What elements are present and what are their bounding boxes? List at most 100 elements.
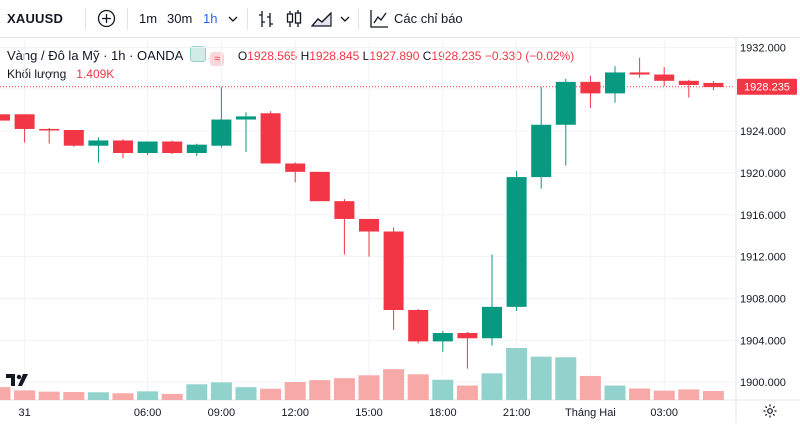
volume-label: Khối lượng <box>7 67 67 81</box>
y-tick-label: 1912.000 <box>740 252 786 264</box>
volume-bar <box>309 380 331 400</box>
area-chart-icon[interactable] <box>311 0 333 38</box>
x-tick-label: 06:00 <box>134 407 162 419</box>
candle-body <box>383 231 404 310</box>
high-value: 1928.845 <box>309 49 360 63</box>
change-value: −0.330 (−0.02%) <box>484 49 575 63</box>
symbol-label[interactable]: XAUUSD <box>7 11 64 26</box>
candle-body <box>88 140 109 146</box>
chevron-down-icon[interactable] <box>227 0 239 38</box>
ohlc-values: O1928.565 H1928.845 L1927.890 C1928.235 … <box>237 49 575 63</box>
interval-1h[interactable]: 1h <box>203 11 218 26</box>
y-tick-label: 1904.000 <box>740 335 786 347</box>
tradingview-logo-icon <box>6 372 34 388</box>
volume-bar <box>235 387 257 400</box>
volume-bar <box>432 379 454 400</box>
candle-body <box>211 119 232 146</box>
instrument-title: Vàng / Đô la Mỹ · 1h · OANDA <box>7 48 183 63</box>
volume-legend: Khối lượng 1.409K <box>7 67 114 81</box>
toolbar-divider <box>247 8 248 30</box>
price-chart[interactable]: 1900.000 1904.000 1908.000 1912.000 1916.000… <box>0 38 800 423</box>
x-tick-label: Tháng Hai <box>565 407 616 419</box>
y-tick-label: 1924.000 <box>740 126 786 138</box>
approx-badge-icon[interactable]: ≈ <box>210 52 225 66</box>
candle-body <box>408 310 429 342</box>
candle-body <box>260 113 281 164</box>
volume-bar <box>210 382 232 400</box>
volume-bar <box>629 388 651 400</box>
candles-icon[interactable] <box>285 0 303 38</box>
candle-body <box>703 82 724 88</box>
plus-circle-icon[interactable] <box>97 0 116 38</box>
candle-body <box>359 218 379 232</box>
volume-bar <box>14 390 36 400</box>
candle-body <box>555 81 576 125</box>
candle-body <box>457 333 478 339</box>
candle-body <box>137 141 158 154</box>
interval-30m[interactable]: 30m <box>167 11 193 26</box>
candle-body <box>0 114 10 121</box>
indicators-button[interactable]: Các chỉ báo <box>394 11 463 26</box>
current-price-tag <box>737 78 797 95</box>
candle-body <box>14 114 35 129</box>
candle-body <box>531 124 552 178</box>
x-tick-label: 12:00 <box>281 407 309 419</box>
candle-body <box>629 72 650 75</box>
candle-body <box>506 177 527 307</box>
y-tick-label: 1916.000 <box>740 210 786 222</box>
volume-bar <box>456 385 478 400</box>
interval-1m[interactable]: 1m <box>139 11 158 26</box>
volume-bar <box>112 393 134 400</box>
volume-bar <box>87 392 109 400</box>
candle-body <box>39 128 60 131</box>
y-tick-label: 1900.000 <box>740 377 786 389</box>
open-value: 1928.565 <box>247 49 298 63</box>
candle-body <box>580 81 601 94</box>
gear-icon[interactable] <box>762 403 778 424</box>
volume-bar <box>38 391 60 400</box>
volume-bar <box>284 382 306 400</box>
volume-bar <box>604 385 626 400</box>
candle-body <box>236 116 256 120</box>
candle-body <box>334 201 355 219</box>
toolbar-divider <box>127 8 128 30</box>
x-tick-label: 15:00 <box>355 407 383 419</box>
volume-bar <box>653 390 675 400</box>
candle-body <box>482 306 502 339</box>
candle-body <box>605 72 625 94</box>
close-value: 1928.235 <box>431 49 482 63</box>
candle-body <box>285 163 306 172</box>
volume-bar <box>161 393 183 400</box>
candle-body <box>654 74 675 81</box>
x-tick-label: 31 <box>18 407 30 419</box>
x-tick-label: 18:00 <box>429 407 457 419</box>
chart-legend: Vàng / Đô la Mỹ · 1h · OANDA ≈ O1928.565… <box>7 46 574 66</box>
toolbar-divider <box>358 8 359 30</box>
candle-body <box>678 80 699 85</box>
volume-bar <box>260 388 282 400</box>
y-tick-label: 1932.000 <box>740 42 786 54</box>
volume-bar <box>481 373 503 400</box>
candle-body <box>309 171 330 202</box>
x-tick-label: 21:00 <box>503 407 531 419</box>
dot-badge-icon[interactable] <box>190 46 207 62</box>
candle-body <box>186 144 207 154</box>
low-value: 1927.890 <box>369 49 420 63</box>
top-toolbar: XAUUSD 1m 30m 1h Các chỉ báo <box>0 0 800 38</box>
volume-bar <box>383 369 405 400</box>
bar-chart-icon[interactable] <box>257 0 275 38</box>
y-tick-label: 1908.000 <box>740 293 786 305</box>
toolbar-divider <box>85 8 86 30</box>
volume-bar <box>0 387 11 400</box>
volume-bar <box>506 348 528 400</box>
indicators-icon[interactable] <box>369 0 389 38</box>
chevron-down-icon[interactable] <box>339 0 351 38</box>
volume-bar <box>579 375 601 400</box>
volume-bar <box>137 391 159 400</box>
volume-bar <box>530 356 552 400</box>
volume-bar <box>702 391 724 400</box>
volume-bar <box>186 384 208 400</box>
x-tick-label: 09:00 <box>208 407 236 419</box>
candle-body <box>432 333 453 342</box>
y-tick-label: 1920.000 <box>740 168 786 180</box>
